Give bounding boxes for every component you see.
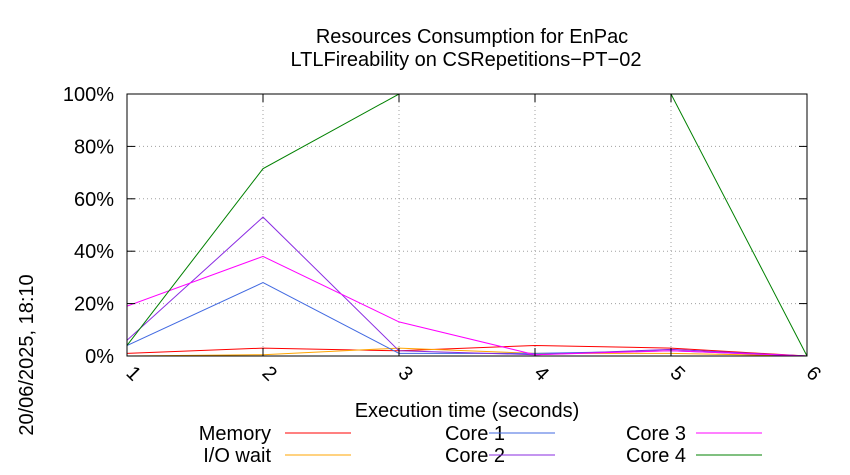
legend-label: Memory bbox=[199, 423, 271, 445]
x-tick-label: 1 bbox=[122, 362, 145, 385]
x-tick-label: 3 bbox=[394, 362, 417, 385]
x-tick-label: 5 bbox=[666, 362, 689, 385]
axis-ticks: 0% 20% 40% 60% 80% 100% 1 2 3 4 5 6 bbox=[63, 84, 825, 385]
chart-title: Resources Consumption for EnPac bbox=[316, 26, 628, 48]
x-tick-label: 4 bbox=[530, 362, 553, 385]
y-tick-label: 100% bbox=[63, 84, 114, 106]
series-line-core-2 bbox=[126, 216, 808, 357]
y-tick-label: 60% bbox=[74, 189, 114, 211]
y-tick-label: 20% bbox=[74, 294, 114, 316]
y-tick-label: 0% bbox=[85, 346, 114, 368]
legend-label: Core 2 bbox=[445, 445, 505, 467]
series-line-memory bbox=[126, 344, 808, 357]
timestamp-label: 20/06/2025, 18:10 bbox=[16, 274, 38, 435]
series-line-i-o-wait bbox=[126, 347, 808, 357]
x-axis-label: Execution time (seconds) bbox=[355, 400, 580, 422]
x-tick-label: 2 bbox=[258, 362, 281, 385]
y-tick-label: 40% bbox=[74, 241, 114, 263]
series-line-core-3 bbox=[126, 255, 808, 357]
legend-label: Core 1 bbox=[445, 423, 505, 445]
series-line-core-1 bbox=[126, 282, 808, 357]
plot-frame bbox=[126, 93, 808, 357]
series-lines bbox=[126, 93, 808, 357]
legend-label: I/O wait bbox=[203, 445, 271, 467]
x-tick-label: 6 bbox=[802, 362, 825, 385]
series-line-core-4 bbox=[126, 93, 808, 357]
legend-label: Core 4 bbox=[626, 445, 686, 467]
grid bbox=[126, 93, 808, 357]
legend-label: Core 3 bbox=[626, 423, 686, 445]
chart-subtitle: LTLFireability on CSRepetitions−PT−02 bbox=[291, 49, 642, 71]
y-tick-label: 80% bbox=[74, 136, 114, 158]
